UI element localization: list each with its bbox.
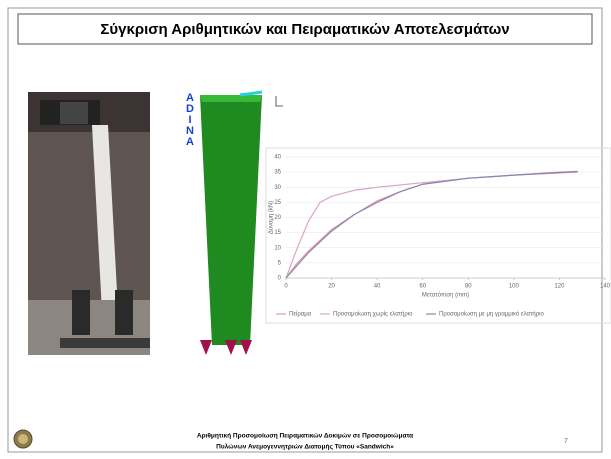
footer-line: Αριθμητική Προσομοίωση Πειραματικών Δοκι… [197,433,413,440]
y-axis-label: Δύναμη (kN) [269,201,275,235]
model-label: ADINA [184,92,196,147]
y-tick-label: 25 [274,200,281,206]
y-tick-label: 40 [274,155,281,161]
y-tick-label: 35 [274,170,281,176]
legend-label: Προσομοίωση με μη γραμμικό ελατήριο [439,311,544,318]
legend-label: Προσομοίωση χωρίς ελατήριο [333,311,413,318]
y-tick-label: 0 [278,276,282,282]
footer-line: Πυλώνων Ανεμογεννητριών Διατομής Τύπου «… [216,443,394,451]
y-tick-label: 10 [274,245,281,251]
y-tick-label: 5 [278,260,282,266]
x-tick-label: 80 [465,284,472,290]
y-tick-label: 15 [274,230,281,236]
y-tick-label: 30 [274,185,281,191]
page-number: 7 [564,438,568,445]
x-tick-label: 100 [509,284,520,290]
fe-model [200,90,283,355]
x-tick-label: 120 [554,284,565,290]
y-tick-label: 20 [274,215,281,221]
slide-title: Σύγκριση Αριθμητικών και Πειραματικών Απ… [100,21,509,38]
x-tick-label: 0 [284,284,288,290]
logo-inner [18,434,28,444]
chart: 0 5 10 15 20 25 30 35 40 0 20 40 60 80 100 120 140 Μετατό… [269,155,611,318]
title-box [17,13,593,45]
photo [28,92,150,355]
x-tick-label: 60 [419,284,426,290]
x-tick-label: 20 [328,284,335,290]
x-tick-label: 140 [600,284,611,290]
x-tick-label: 40 [374,284,381,290]
series-line [285,170,578,279]
legend-label: Πείραμα [289,312,312,318]
chart-border [265,147,611,324]
x-axis-label: Μετατόπιση (mm) [422,292,469,299]
